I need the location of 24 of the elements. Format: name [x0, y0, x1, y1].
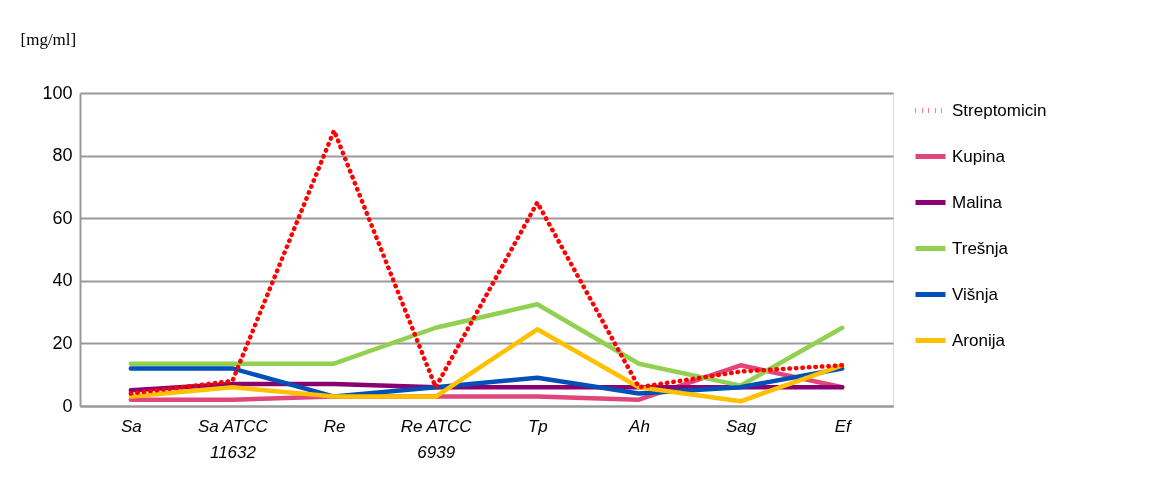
- legend-label: Streptomicin: [952, 100, 1047, 120]
- x-tick-label: Sa: [120, 416, 142, 436]
- x-tick-label: Re ATCC 6939: [400, 416, 473, 462]
- y-tick-label: 80: [52, 145, 73, 166]
- line-series: [128, 327, 845, 404]
- line-series: [128, 128, 845, 396]
- y-axis-title: [mg/ml]: [20, 29, 77, 49]
- y-tick-label: 20: [52, 332, 73, 353]
- x-tick-label: Re: [323, 416, 346, 436]
- x-tick-label: Ef: [834, 416, 853, 436]
- y-tick-label: 60: [52, 207, 73, 228]
- x-tick-label: Sa ATCC 11632: [197, 416, 269, 462]
- legend-label: Kupina: [952, 146, 1006, 166]
- line-series: [128, 302, 845, 388]
- legend-label: Višnja: [952, 284, 999, 304]
- legend-label: Trešnja: [952, 238, 1009, 258]
- legend-label: Malina: [952, 192, 1003, 212]
- x-tick-label: Ah: [628, 416, 650, 436]
- y-tick-label: 100: [42, 82, 73, 103]
- y-tick-label: 0: [62, 395, 73, 416]
- y-tick-label: 40: [52, 270, 73, 291]
- x-tick-label: Sag: [725, 416, 757, 436]
- legend-label: Aronija: [952, 330, 1006, 350]
- x-tick-label: Tp: [527, 416, 548, 436]
